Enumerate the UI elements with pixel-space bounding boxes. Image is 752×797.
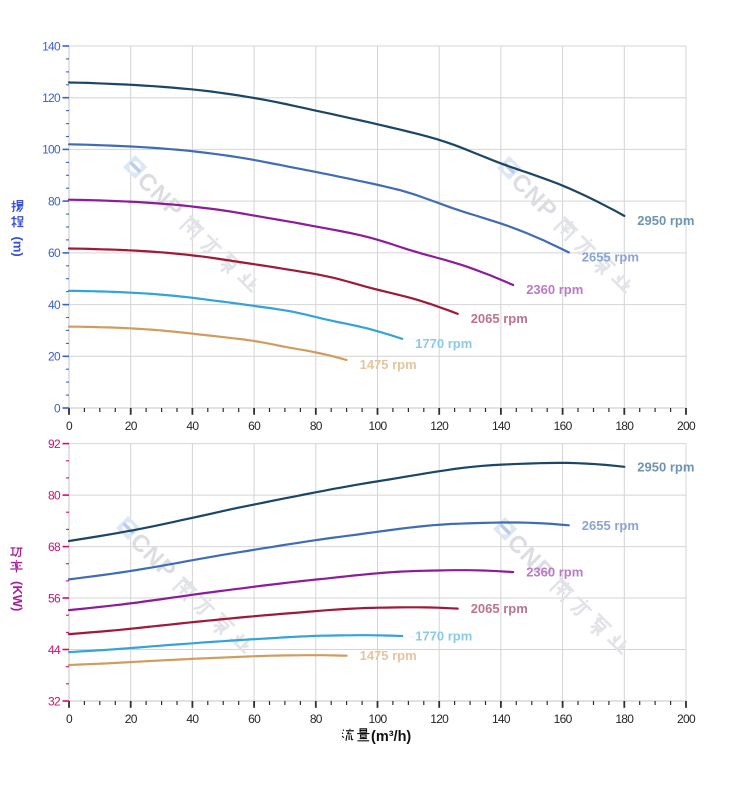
svg-text:2065 rpm: 2065 rpm bbox=[471, 601, 528, 616]
svg-text:160: 160 bbox=[554, 419, 573, 433]
svg-text:140: 140 bbox=[42, 39, 61, 53]
svg-text:160: 160 bbox=[554, 712, 573, 726]
svg-text:60: 60 bbox=[248, 419, 261, 433]
svg-text:0: 0 bbox=[54, 401, 61, 415]
svg-text:2655 rpm: 2655 rpm bbox=[582, 518, 639, 533]
svg-text:2655 rpm: 2655 rpm bbox=[582, 249, 639, 264]
svg-text:2950 rpm: 2950 rpm bbox=[637, 459, 694, 474]
svg-text:0: 0 bbox=[66, 419, 73, 433]
svg-text:1770 rpm: 1770 rpm bbox=[415, 336, 472, 351]
svg-text:180: 180 bbox=[615, 712, 634, 726]
svg-text:200: 200 bbox=[677, 712, 696, 726]
svg-text:120: 120 bbox=[42, 91, 61, 105]
svg-text:1770 rpm: 1770 rpm bbox=[415, 629, 472, 644]
svg-text:(m³/h): (m³/h) bbox=[371, 729, 411, 745]
svg-text:68: 68 bbox=[48, 540, 61, 554]
svg-text:40: 40 bbox=[48, 298, 61, 312]
svg-text:2065 rpm: 2065 rpm bbox=[471, 311, 528, 326]
svg-text:60: 60 bbox=[248, 712, 261, 726]
svg-text:200: 200 bbox=[677, 419, 696, 433]
svg-text:(KW): (KW) bbox=[10, 581, 25, 611]
svg-text:100: 100 bbox=[369, 419, 388, 433]
svg-text:2360 rpm: 2360 rpm bbox=[526, 565, 583, 580]
svg-text:100: 100 bbox=[42, 143, 61, 157]
svg-text:60: 60 bbox=[48, 246, 61, 260]
svg-text:120: 120 bbox=[430, 419, 449, 433]
svg-text:1475 rpm: 1475 rpm bbox=[360, 357, 417, 372]
svg-text:56: 56 bbox=[48, 591, 61, 605]
svg-text:20: 20 bbox=[48, 350, 61, 364]
svg-text:80: 80 bbox=[48, 488, 61, 502]
svg-text:44: 44 bbox=[48, 643, 61, 657]
svg-text:180: 180 bbox=[615, 419, 634, 433]
svg-text:0: 0 bbox=[66, 712, 73, 726]
svg-text:80: 80 bbox=[48, 194, 61, 208]
svg-text:2360 rpm: 2360 rpm bbox=[526, 282, 583, 297]
svg-text:120: 120 bbox=[430, 712, 449, 726]
svg-text:80: 80 bbox=[310, 419, 323, 433]
svg-text:140: 140 bbox=[492, 712, 511, 726]
svg-text:40: 40 bbox=[186, 712, 199, 726]
svg-text:(m): (m) bbox=[11, 236, 26, 256]
svg-text:92: 92 bbox=[48, 437, 61, 451]
svg-text:20: 20 bbox=[125, 419, 138, 433]
svg-text:20: 20 bbox=[125, 712, 138, 726]
svg-text:100: 100 bbox=[369, 712, 388, 726]
svg-text:1475 rpm: 1475 rpm bbox=[360, 648, 417, 663]
svg-text:40: 40 bbox=[186, 419, 199, 433]
svg-text:2950 rpm: 2950 rpm bbox=[637, 213, 694, 228]
svg-text:80: 80 bbox=[310, 712, 323, 726]
svg-text:140: 140 bbox=[492, 419, 511, 433]
svg-text:32: 32 bbox=[48, 694, 61, 708]
